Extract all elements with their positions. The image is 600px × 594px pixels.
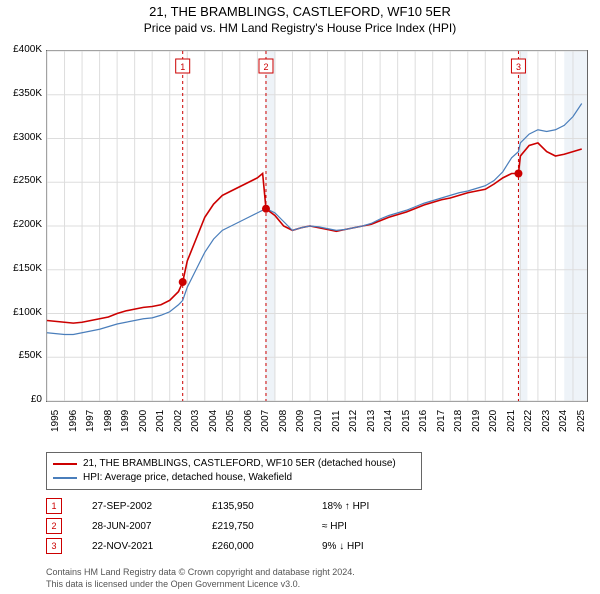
x-axis-label: 2004 [208,410,219,432]
y-axis-label: £50K [19,350,42,361]
x-axis-label: 2016 [418,410,429,432]
x-axis-label: 1996 [68,410,79,432]
x-axis-label: 2014 [383,410,394,432]
legend-swatch [53,477,77,479]
legend-label: HPI: Average price, detached house, Wake… [83,471,292,485]
footnote-line: This data is licensed under the Open Gov… [46,578,355,590]
y-axis-label: £350K [13,88,42,99]
legend-swatch [53,463,77,465]
svg-text:2: 2 [263,62,268,72]
chart-svg: 1 2 3 [47,51,587,401]
x-axis-label: 2013 [366,410,377,432]
event-diff: 18% ↑ HPI [322,501,402,512]
x-axis-label: 2015 [401,410,412,432]
x-axis-label: 2005 [225,410,236,432]
chart-title: 21, THE BRAMBLINGS, CASTLEFORD, WF10 5ER [0,4,600,19]
x-axis-label: 2025 [576,410,587,432]
x-axis-label: 2024 [558,410,569,432]
y-axis-label: £200K [13,219,42,230]
event-price: £260,000 [212,541,292,552]
x-axis-label: 1995 [50,410,61,432]
x-axis-label: 2010 [313,410,324,432]
event-diff: 9% ↓ HPI [322,541,402,552]
x-axis-label: 2017 [436,410,447,432]
legend-row: 21, THE BRAMBLINGS, CASTLEFORD, WF10 5ER… [53,457,415,471]
event-date: 28-JUN-2007 [92,521,182,532]
x-axis-label: 2011 [331,410,342,432]
footnote: Contains HM Land Registry data © Crown c… [46,566,355,590]
x-axis-label: 2021 [506,410,517,432]
y-axis-label: £150K [13,263,42,274]
x-axis-label: 2001 [155,410,166,432]
x-axis-label: 2019 [471,410,482,432]
x-axis-label: 2007 [260,410,271,432]
x-axis-label: 2023 [541,410,552,432]
event-marker: 3 [46,538,62,554]
x-axis-label: 2006 [243,410,254,432]
x-axis-label: 1999 [120,410,131,432]
x-axis-label: 2000 [138,410,149,432]
x-axis-label: 1997 [85,410,96,432]
x-axis-label: 2003 [190,410,201,432]
svg-text:1: 1 [180,62,185,72]
x-axis-label: 2002 [173,410,184,432]
footnote-line: Contains HM Land Registry data © Crown c… [46,566,355,578]
y-axis-label: £100K [13,307,42,318]
event-row: 1 27-SEP-2002 £135,950 18% ↑ HPI [46,496,402,516]
y-axis-label: £250K [13,175,42,186]
legend: 21, THE BRAMBLINGS, CASTLEFORD, WF10 5ER… [46,452,422,490]
y-axis-label: £0 [31,394,42,405]
legend-row: HPI: Average price, detached house, Wake… [53,471,415,485]
chart-plot-area: 1 2 3 [46,50,588,402]
x-axis-label: 1998 [103,410,114,432]
event-marker: 2 [46,518,62,534]
svg-text:3: 3 [516,62,521,72]
event-price: £219,750 [212,521,292,532]
event-date: 22-NOV-2021 [92,541,182,552]
event-marker: 1 [46,498,62,514]
event-table: 1 27-SEP-2002 £135,950 18% ↑ HPI 2 28-JUN-200… [46,496,402,556]
event-diff: ≈ HPI [322,521,402,532]
x-axis-label: 2009 [295,410,306,432]
y-axis-label: £400K [13,44,42,55]
chart-subtitle: Price paid vs. HM Land Registry's House … [0,21,600,35]
x-axis-label: 2020 [488,410,499,432]
event-date: 27-SEP-2002 [92,501,182,512]
legend-label: 21, THE BRAMBLINGS, CASTLEFORD, WF10 5ER… [83,457,396,471]
x-axis-label: 2018 [453,410,464,432]
event-row: 3 22-NOV-2021 £260,000 9% ↓ HPI [46,536,402,556]
event-row: 2 28-JUN-2007 £219,750 ≈ HPI [46,516,402,536]
x-axis-label: 2008 [278,410,289,432]
event-price: £135,950 [212,501,292,512]
y-axis-label: £300K [13,132,42,143]
x-axis-label: 2022 [523,410,534,432]
x-axis-label: 2012 [348,410,359,432]
